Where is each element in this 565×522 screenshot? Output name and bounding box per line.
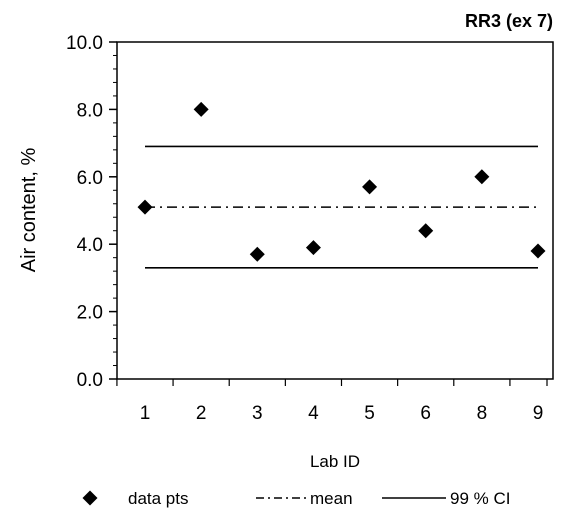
x-tick-label: 8	[477, 403, 488, 424]
x-tick-label: 6	[420, 403, 431, 424]
x-tick-label: 9	[533, 403, 544, 424]
y-tick-label: 8.0	[77, 100, 103, 121]
x-tick-label: 1	[140, 403, 151, 424]
legend-label-mean: mean	[310, 489, 353, 508]
x-axis-label: Lab ID	[310, 452, 360, 471]
data-point	[362, 179, 378, 195]
x-tick-label: 5	[364, 403, 375, 424]
x-axis: 1 2 3 4 5 6 8 9	[116, 379, 548, 424]
legend-label-data-pts: data pts	[128, 489, 189, 508]
x-tick-label: 3	[252, 403, 263, 424]
y-tick-label: 4.0	[77, 235, 103, 256]
chart-title: RR3 (ex 7)	[465, 11, 553, 31]
y-axis-label: Air content, %	[18, 148, 40, 273]
data-points	[137, 101, 546, 262]
x-tick-label: 4	[308, 403, 319, 424]
legend-marker-data-pts	[82, 490, 98, 506]
data-point	[137, 199, 153, 215]
data-point	[305, 240, 321, 256]
legend-label-ci: 99 % CI	[450, 489, 510, 508]
reference-lines	[145, 145, 538, 269]
plot-frame	[116, 41, 554, 380]
y-tick-label: 2.0	[77, 303, 103, 324]
data-point	[418, 223, 434, 239]
data-point	[249, 246, 265, 262]
x-tick-label: 2	[196, 403, 207, 424]
y-tick-label: 0.0	[77, 370, 103, 391]
y-tick-label: 6.0	[77, 168, 103, 189]
data-point	[474, 169, 490, 185]
data-point	[530, 243, 546, 259]
y-axis: 0.0 2.0 4.0 6.0 8.0 10.0	[66, 33, 117, 391]
legend: data pts mean 99 % CI	[82, 489, 510, 508]
y-tick-label: 10.0	[66, 33, 103, 54]
data-point	[193, 101, 209, 117]
